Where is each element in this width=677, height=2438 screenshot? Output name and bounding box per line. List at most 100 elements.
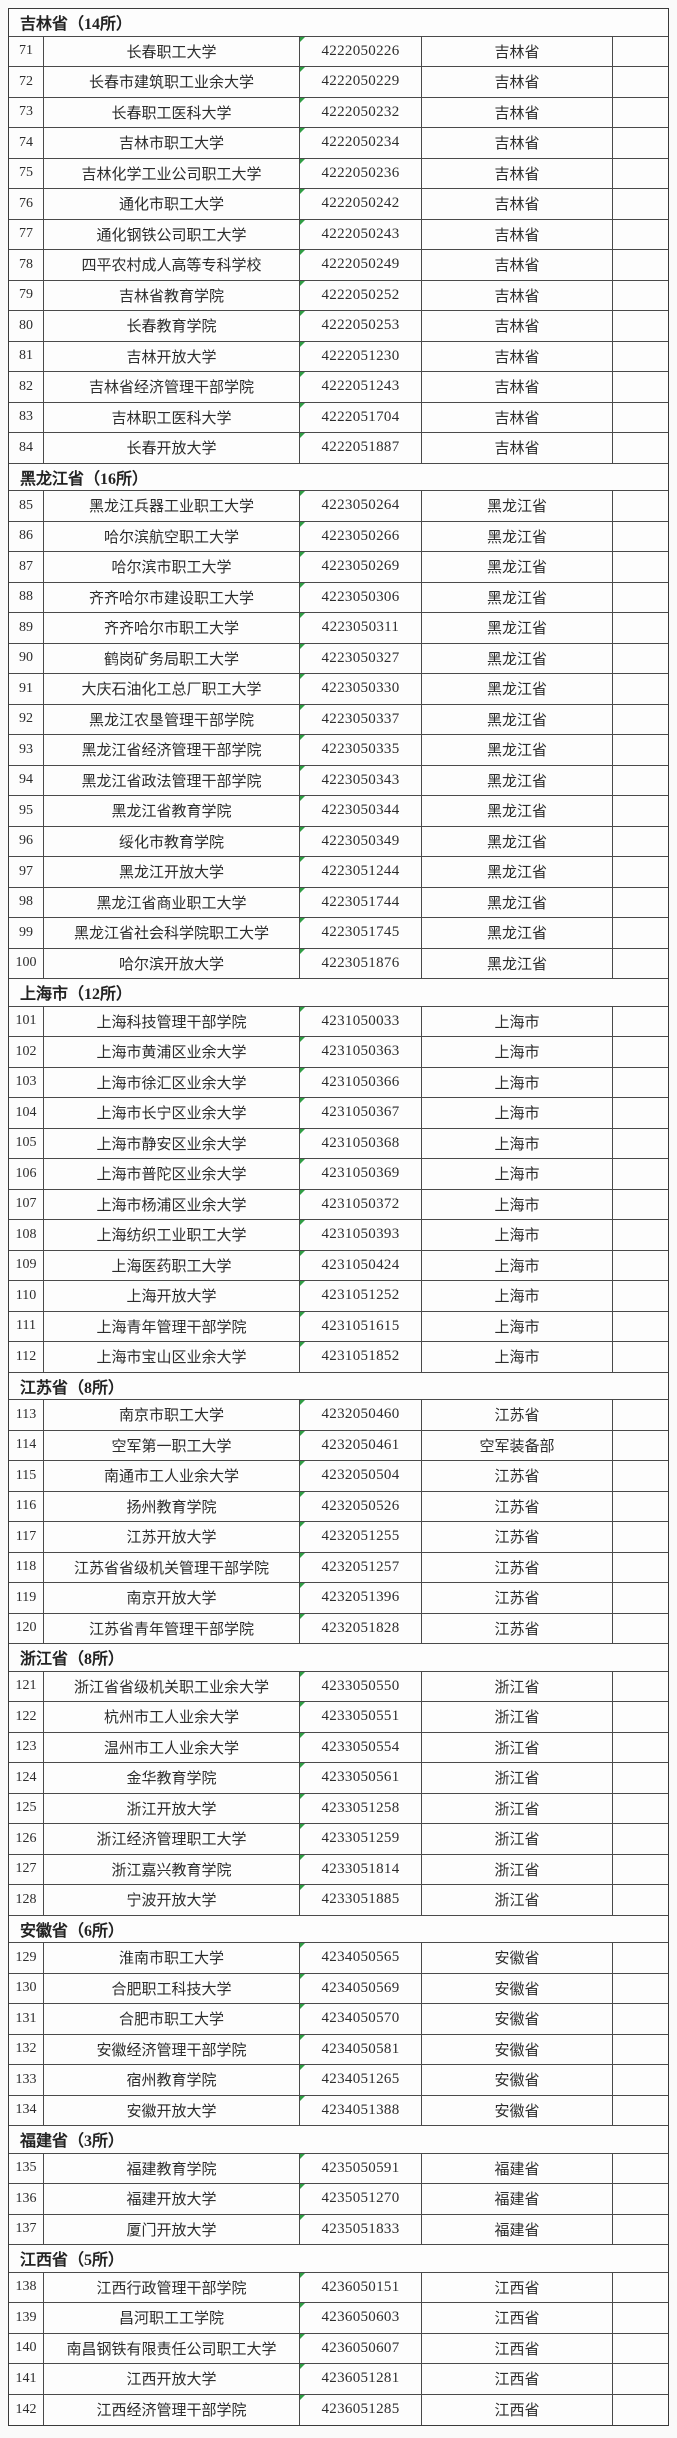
section-header: 黑龙江省（16所）	[9, 463, 668, 491]
excel-error-indicator-icon	[300, 2095, 305, 2101]
empty-cell	[613, 128, 668, 158]
row-number-cell: 105	[9, 1128, 44, 1158]
empty-cell	[613, 583, 668, 613]
empty-cell	[613, 1974, 668, 2004]
excel-error-indicator-icon	[300, 1763, 305, 1768]
province-cell: 空军装备部	[422, 1430, 613, 1460]
empty-cell	[613, 2154, 668, 2184]
table-row: 109 上海医药职工大学 4231050424 上海市	[9, 1250, 668, 1281]
university-name-cell: 哈尔滨航空职工大学	[44, 521, 300, 551]
school-code-cell: 4222050249	[300, 250, 422, 280]
empty-cell	[613, 522, 668, 552]
province-cell: 黑龙江省	[422, 857, 613, 887]
excel-error-indicator-icon	[300, 826, 305, 832]
excel-error-indicator-icon	[300, 2153, 305, 2159]
empty-cell	[613, 1794, 668, 1824]
empty-cell	[613, 1583, 668, 1613]
university-name-cell: 哈尔滨开放大学	[44, 948, 300, 978]
province-cell: 安徽省	[422, 1973, 613, 2003]
school-code-cell: 4231050363	[300, 1037, 422, 1067]
excel-error-indicator-icon	[300, 311, 305, 316]
empty-cell	[613, 2303, 668, 2333]
table-row: 94 黑龙江省政法管理干部学院 4223050343 黑龙江省	[9, 765, 668, 796]
excel-error-indicator-icon	[300, 1006, 305, 1012]
school-code-cell: 4233050561	[300, 1763, 422, 1793]
university-name-cell: 吉林化学工业公司职工大学	[44, 158, 300, 188]
university-name-cell: 福建教育学院	[44, 2153, 300, 2183]
empty-cell	[613, 1312, 668, 1342]
empty-cell	[613, 1672, 668, 1702]
empty-cell	[613, 1281, 668, 1311]
school-code-cell: 4223050330	[300, 674, 422, 704]
university-name-cell: 江西行政管理干部学院	[44, 2272, 300, 2302]
table-row: 80 长春教育学院 4222050253 吉林省	[9, 311, 668, 342]
empty-cell	[613, 220, 668, 250]
university-name-cell: 昌河职工工学院	[44, 2303, 300, 2333]
table-row: 76 通化市职工大学 4222050242 吉林省	[9, 189, 668, 220]
empty-cell	[613, 1251, 668, 1281]
school-code-cell: 4234050565	[300, 1943, 422, 1973]
table-row: 81 吉林开放大学 4222051230 吉林省	[9, 341, 668, 372]
school-code-cell: 4231050366	[300, 1067, 422, 1097]
table-row: 131 合肥市职工大学 4234050570 安徽省	[9, 2004, 668, 2035]
university-name-cell: 浙江嘉兴教育学院	[44, 1854, 300, 1884]
excel-error-indicator-icon	[300, 280, 305, 286]
empty-cell	[613, 1492, 668, 1522]
school-code-cell: 4231050372	[300, 1189, 422, 1219]
excel-error-indicator-icon	[300, 521, 305, 527]
empty-cell	[613, 491, 668, 521]
school-code-cell: 4233050551	[300, 1702, 422, 1732]
university-name-cell: 鹤岗矿务局职工大学	[44, 643, 300, 673]
university-name-cell: 四平农村成人高等专科学校	[44, 250, 300, 280]
excel-error-indicator-icon	[300, 1491, 305, 1497]
empty-cell	[613, 613, 668, 643]
university-name-cell: 黑龙江农垦管理干部学院	[44, 704, 300, 734]
row-number-cell: 99	[9, 918, 44, 948]
table-row: 119 南京开放大学 4232051396 江苏省	[9, 1583, 668, 1614]
excel-error-indicator-icon	[300, 582, 305, 588]
university-name-cell: 长春职工大学	[44, 36, 300, 66]
row-number-cell: 130	[9, 1973, 44, 2003]
school-code-cell: 4231050367	[300, 1098, 422, 1128]
school-code-cell: 4223050343	[300, 765, 422, 795]
excel-error-indicator-icon	[300, 1250, 305, 1256]
table-row: 114 空军第一职工大学 4232050461 空军装备部	[9, 1430, 668, 1461]
university-name-cell: 齐齐哈尔市职工大学	[44, 613, 300, 643]
university-name-cell: 上海青年管理干部学院	[44, 1311, 300, 1341]
school-code-cell: 4235051833	[300, 2214, 422, 2244]
school-code-cell: 4223051745	[300, 918, 422, 948]
empty-cell	[613, 2096, 668, 2126]
empty-cell	[613, 2364, 668, 2394]
province-cell: 福建省	[422, 2153, 613, 2183]
empty-cell	[613, 2215, 668, 2245]
school-code-cell: 4222050243	[300, 219, 422, 249]
school-code-cell: 4223050311	[300, 613, 422, 643]
university-name-cell: 江苏省省级机关管理干部学院	[44, 1552, 300, 1582]
empty-cell	[613, 1068, 668, 1098]
row-number-cell: 85	[9, 491, 44, 521]
school-code-cell: 4223051876	[300, 948, 422, 978]
table-row: 85 黑龙江兵器工业职工大学 4223050264 黑龙江省	[9, 491, 668, 522]
excel-error-indicator-icon	[300, 1037, 305, 1042]
excel-error-indicator-icon	[300, 1342, 305, 1347]
row-number-cell: 142	[9, 2394, 44, 2425]
school-code-cell: 4235051270	[300, 2184, 422, 2214]
university-name-cell: 金华教育学院	[44, 1763, 300, 1793]
table-row: 129 淮南市职工大学 4234050565 安徽省	[9, 1943, 668, 1974]
excel-error-indicator-icon	[300, 491, 305, 496]
school-code-cell: 4223050344	[300, 796, 422, 826]
table-row: 102 上海市黄浦区业余大学 4231050363 上海市	[9, 1037, 668, 1068]
school-code-cell: 4236050607	[300, 2333, 422, 2363]
excel-error-indicator-icon	[300, 765, 305, 771]
province-cell: 吉林省	[422, 219, 613, 249]
university-name-cell: 上海纺织工业职工大学	[44, 1220, 300, 1250]
school-code-cell: 4236051285	[300, 2394, 422, 2425]
province-cell: 吉林省	[422, 128, 613, 158]
table-row: 142 江西经济管理干部学院 4236051285 江西省	[9, 2394, 668, 2425]
empty-cell	[613, 1461, 668, 1491]
university-name-cell: 吉林省经济管理干部学院	[44, 372, 300, 402]
table-row: 122 杭州市工人业余大学 4233050551 浙江省	[9, 1702, 668, 1733]
school-code-cell: 4235050591	[300, 2153, 422, 2183]
school-code-cell: 4222051704	[300, 402, 422, 432]
row-number-cell: 77	[9, 219, 44, 249]
